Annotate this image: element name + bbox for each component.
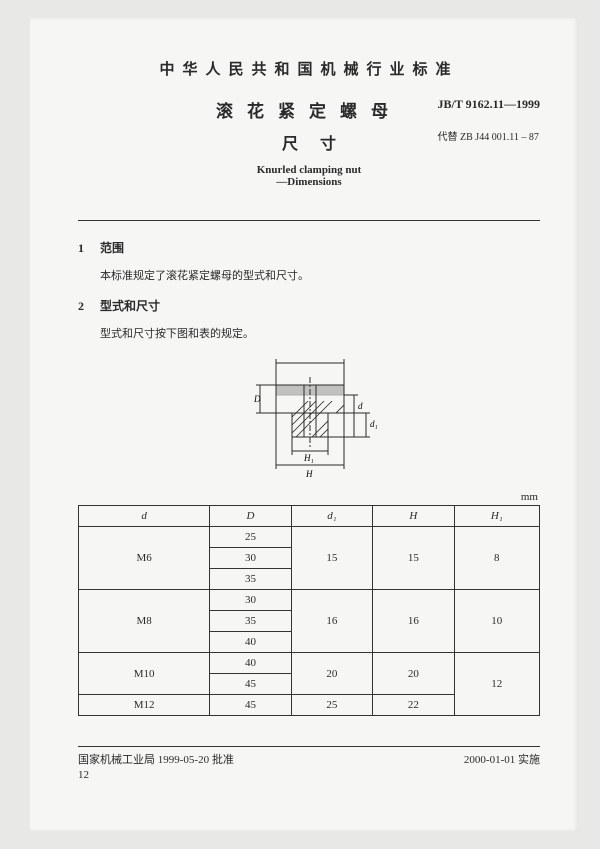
cell-D: 35: [210, 611, 291, 632]
table-row: M10 40 20 20 12: [79, 653, 540, 674]
nut-cross-section-svg: D d d₁ H₁ H: [224, 355, 394, 485]
cell-H: 20: [373, 653, 454, 695]
label-H: H: [305, 469, 313, 479]
cell-d: M8: [79, 590, 210, 653]
section-title: 型式和尺寸: [100, 299, 160, 313]
page-number: 12: [78, 769, 540, 781]
table-row: M8 30 16 16 10: [79, 590, 540, 611]
title-block: 滚花紧定螺母 尺寸 Knurled clamping nut —Dimensio…: [216, 97, 402, 188]
section-body: 本标准规定了滚花紧定螺母的型式和尺寸。: [100, 267, 540, 283]
section-2: 2 型式和尺寸 型式和尺寸按下图和表的规定。: [78, 297, 540, 341]
section-body: 型式和尺寸按下图和表的规定。: [100, 325, 540, 341]
replaces-code: 代替 ZB J44 001.11 – 87: [438, 128, 540, 143]
col-d: d: [79, 506, 210, 527]
cell-H1: 10: [454, 590, 539, 653]
col-H1: H₁: [454, 506, 539, 527]
section-number: 1: [78, 241, 96, 256]
footer-rule: [78, 746, 540, 747]
page: 中华人民共和国机械行业标准 滚花紧定螺母 尺寸 Knurled clamping…: [30, 18, 578, 831]
cell-D: 25: [210, 527, 291, 548]
title-cn-2: 尺寸: [216, 130, 402, 154]
col-d1: d₁: [291, 506, 372, 527]
effective-date: 2000-01-01 实施: [464, 751, 540, 767]
title-cn-1: 滚花紧定螺母: [216, 97, 402, 122]
title-en-1: Knurled clamping nut: [216, 164, 402, 176]
section-number: 2: [78, 299, 96, 314]
cell-d1: 25: [291, 695, 372, 716]
cell-d1: 20: [291, 653, 372, 695]
table-body: M6 25 15 15 8 30 35 M8 30 16 16 10 35 40…: [79, 527, 540, 716]
issuing-org: 中华人民共和国机械行业标准: [78, 58, 540, 79]
label-H1: H₁: [303, 453, 314, 463]
approval-note: 国家机械工业局 1999-05-20 批准: [78, 751, 234, 767]
table-row: M6 25 15 15 8: [79, 527, 540, 548]
cell-D: 40: [210, 632, 291, 653]
header-rule: [78, 220, 540, 221]
title-en-2: —Dimensions: [216, 176, 402, 188]
standard-code: JB/T 9162.11—1999: [438, 97, 540, 112]
cell-D: 30: [210, 590, 291, 611]
table-header-row: d D d₁ H H₁: [79, 506, 540, 527]
cell-D: 40: [210, 653, 291, 674]
label-d: d: [358, 401, 363, 411]
cell-H1: 8: [454, 527, 539, 590]
footer: 国家机械工业局 1999-05-20 批准 2000-01-01 实施: [78, 751, 540, 767]
cell-D: 45: [210, 695, 291, 716]
section-1: 1 范围 本标准规定了滚花紧定螺母的型式和尺寸。: [78, 239, 540, 283]
cell-H1: 12: [454, 653, 539, 716]
cell-d: M6: [79, 527, 210, 590]
cell-d1: 15: [291, 527, 372, 590]
label-D: D: [253, 394, 261, 404]
col-H: H: [373, 506, 454, 527]
cell-d: M10: [79, 653, 210, 695]
cell-H: 16: [373, 590, 454, 653]
dimensions-table: d D d₁ H H₁ M6 25 15 15 8 30 35 M8 30 16…: [78, 505, 540, 716]
unit-label: mm: [78, 491, 538, 503]
cell-D: 35: [210, 569, 291, 590]
cell-d1: 16: [291, 590, 372, 653]
standard-codes: JB/T 9162.11—1999 代替 ZB J44 001.11 – 87: [438, 97, 540, 143]
header-block: 中华人民共和国机械行业标准 滚花紧定螺母 尺寸 Knurled clamping…: [78, 58, 540, 188]
cell-H: 15: [373, 527, 454, 590]
technical-diagram: D d d₁ H₁ H: [78, 355, 540, 485]
col-D: D: [210, 506, 291, 527]
cell-d: M12: [79, 695, 210, 716]
cell-D: 45: [210, 674, 291, 695]
title-row: 滚花紧定螺母 尺寸 Knurled clamping nut —Dimensio…: [78, 97, 540, 188]
section-title: 范围: [100, 241, 124, 255]
cell-D: 30: [210, 548, 291, 569]
cell-H: 22: [373, 695, 454, 716]
label-d1: d₁: [370, 419, 378, 429]
